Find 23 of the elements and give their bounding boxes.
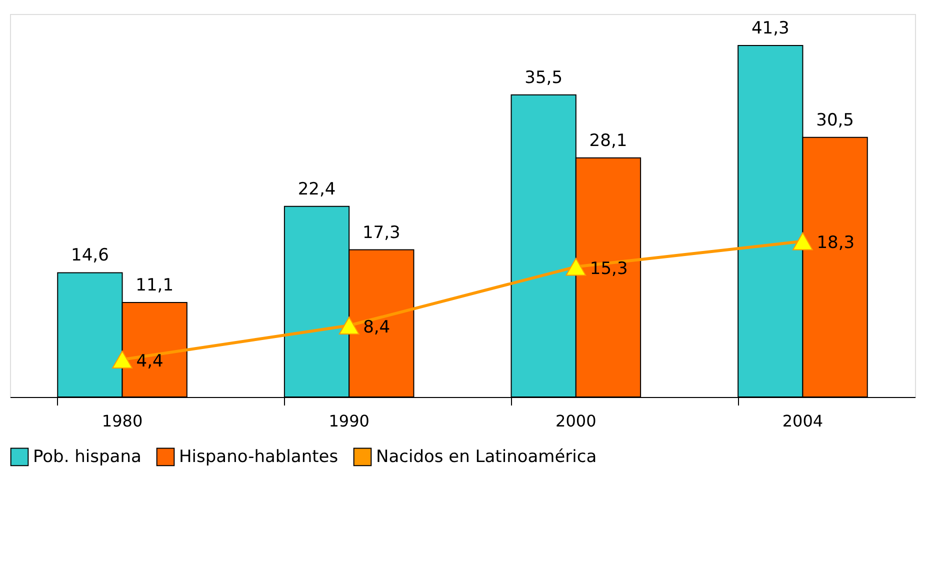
data-label: 8,4 [363, 318, 390, 338]
data-label: 22,4 [298, 179, 336, 200]
data-label: 17,3 [362, 222, 400, 243]
data-label: 35,5 [524, 68, 563, 88]
legend-label: Nacidos en Latinoamérica [376, 446, 597, 467]
x-tick-label: 1990 [328, 412, 370, 430]
data-label: 11,1 [136, 276, 174, 296]
data-label: 28,1 [589, 130, 628, 151]
point [792, 232, 813, 250]
data-label: 14,6 [71, 246, 109, 266]
data-label: 4,4 [136, 352, 164, 372]
point [338, 316, 360, 334]
data-label: 18,3 [816, 233, 855, 254]
legend-label: Pob. hispana [33, 446, 142, 467]
x-tick-label: 1980 [102, 412, 143, 430]
x-tick-label: 2000 [556, 412, 596, 430]
data-label: 41,3 [751, 18, 790, 38]
legend-label: Hispano-hablantes [179, 446, 338, 467]
point [112, 350, 133, 368]
data-label: 15,3 [590, 258, 628, 279]
x-tick-label: 2004 [782, 412, 824, 430]
data-label: 30,5 [816, 110, 854, 130]
point [566, 258, 586, 276]
